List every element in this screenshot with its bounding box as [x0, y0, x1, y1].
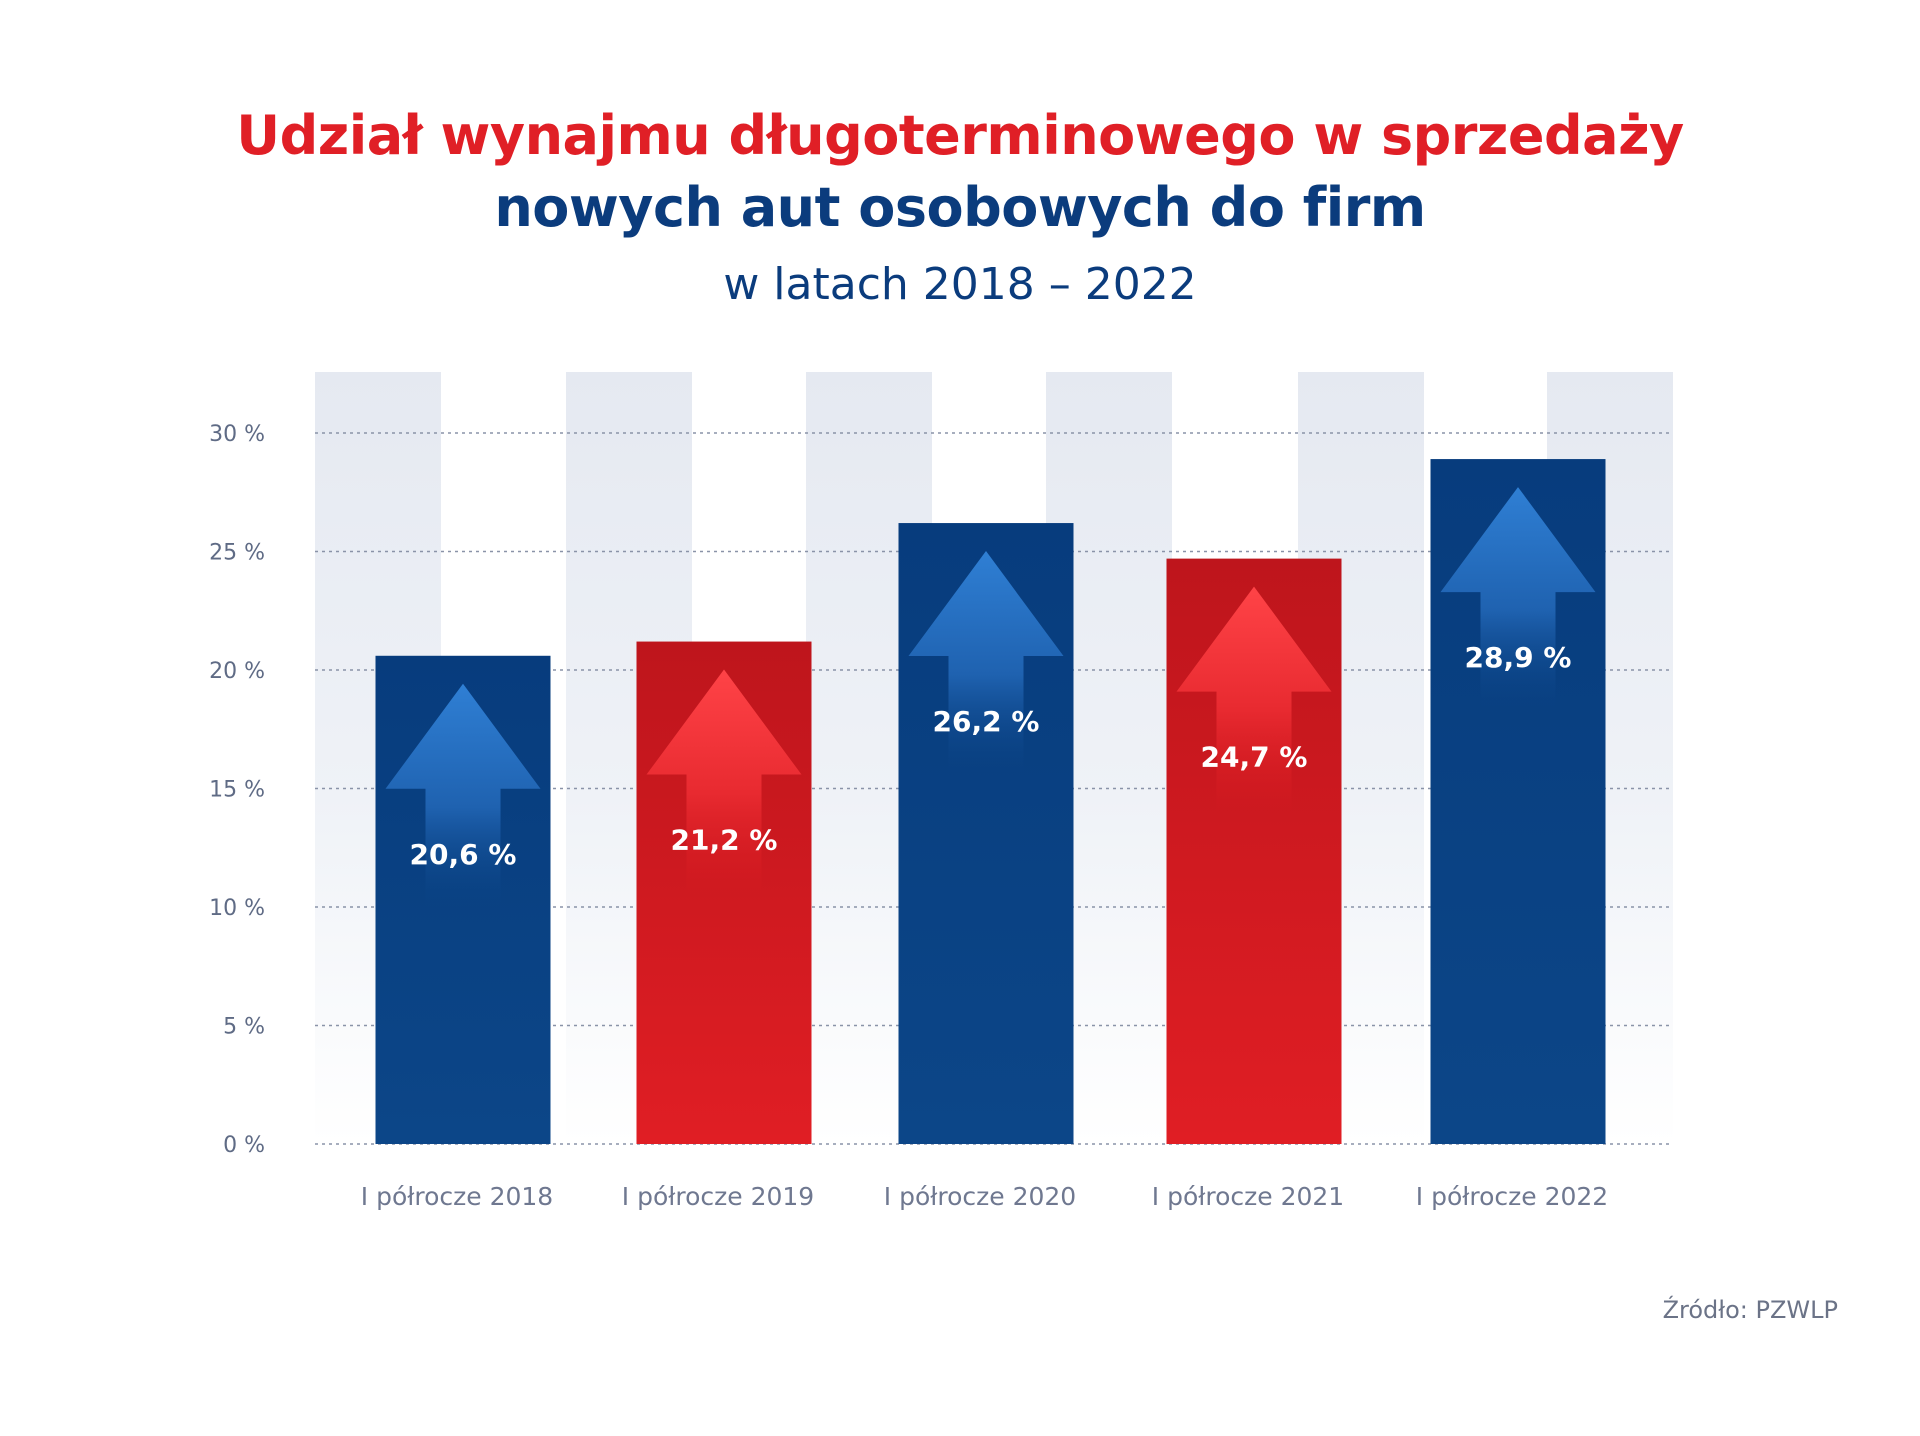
y-tick-label: 30 %: [209, 422, 265, 447]
y-tick-label: 15 %: [209, 778, 265, 803]
x-category-label: I półrocze 2020: [884, 1182, 1076, 1211]
bar-value-label: 24,7 %: [1201, 741, 1308, 774]
source-note: Źródło: PZWLP: [1662, 1296, 1838, 1324]
x-category-label: I półrocze 2022: [1416, 1182, 1608, 1211]
y-tick-label: 10 %: [209, 896, 265, 921]
bars: 20,6 % 21,2 % 26,2 % 24,7 % 28,9 %: [375, 459, 1606, 1144]
up-arrow-icon: [908, 551, 1064, 777]
bar-value-label: 20,6 %: [410, 838, 517, 871]
bar-value-label: 21,2 %: [671, 824, 778, 857]
bar-value-label: 26,2 %: [933, 705, 1040, 738]
chart-subtitle: w latach 2018 – 2022: [723, 259, 1197, 310]
y-tick-label: 25 %: [209, 541, 265, 566]
chart-title-block: Udział wynajmu długoterminowego w sprzed…: [0, 100, 1920, 320]
x-category-label: I półrocze 2021: [1152, 1182, 1344, 1211]
x-category-label: I półrocze 2018: [361, 1182, 553, 1211]
chart-title-line1: Udział wynajmu długoterminowego w sprzed…: [236, 104, 1684, 167]
x-axis-labels: I półrocze 2018 I półrocze 2019 I półrocze…: [361, 1182, 1608, 1211]
bar-value-label: 28,9 %: [1465, 641, 1572, 674]
y-tick-label: 5 %: [223, 1015, 265, 1040]
up-arrow-icon: [646, 669, 802, 895]
up-arrow-icon: [385, 683, 541, 909]
x-category-label: I półrocze 2019: [622, 1182, 814, 1211]
y-tick-label: 20 %: [209, 659, 265, 684]
y-tick-label: 0 %: [223, 1133, 265, 1158]
y-axis-ticks: 0 % 5 % 10 % 15 % 20 % 25 % 30 %: [209, 422, 265, 1158]
chart-title-line2: nowych aut osobowych do firm: [494, 176, 1426, 239]
up-arrow-icon: [1440, 487, 1596, 713]
up-arrow-icon: [1176, 586, 1332, 812]
